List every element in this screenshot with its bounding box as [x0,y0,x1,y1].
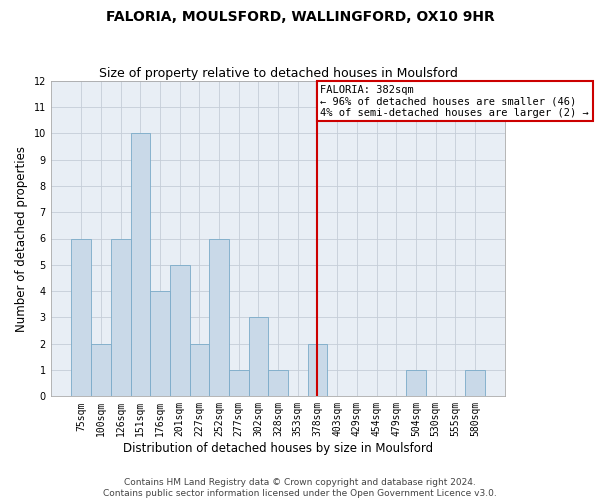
Bar [465,370,485,396]
Bar [268,370,288,396]
X-axis label: Distribution of detached houses by size in Moulsford: Distribution of detached houses by size … [123,442,433,455]
Bar [190,344,209,396]
Bar [248,318,268,396]
Y-axis label: Number of detached properties: Number of detached properties [15,146,28,332]
Text: FALORIA: 382sqm
← 96% of detached houses are smaller (46)
4% of semi-detached ho: FALORIA: 382sqm ← 96% of detached houses… [320,84,589,118]
Bar [111,238,131,396]
Bar [170,265,190,396]
Bar [406,370,426,396]
Bar [229,370,248,396]
Title: Size of property relative to detached houses in Moulsford: Size of property relative to detached ho… [98,66,458,80]
Bar [91,344,111,396]
Text: Contains HM Land Registry data © Crown copyright and database right 2024.
Contai: Contains HM Land Registry data © Crown c… [103,478,497,498]
Bar [150,291,170,397]
Bar [308,344,328,396]
Bar [71,238,91,396]
Bar [131,134,150,396]
Bar [209,238,229,396]
Text: FALORIA, MOULSFORD, WALLINGFORD, OX10 9HR: FALORIA, MOULSFORD, WALLINGFORD, OX10 9H… [106,10,494,24]
